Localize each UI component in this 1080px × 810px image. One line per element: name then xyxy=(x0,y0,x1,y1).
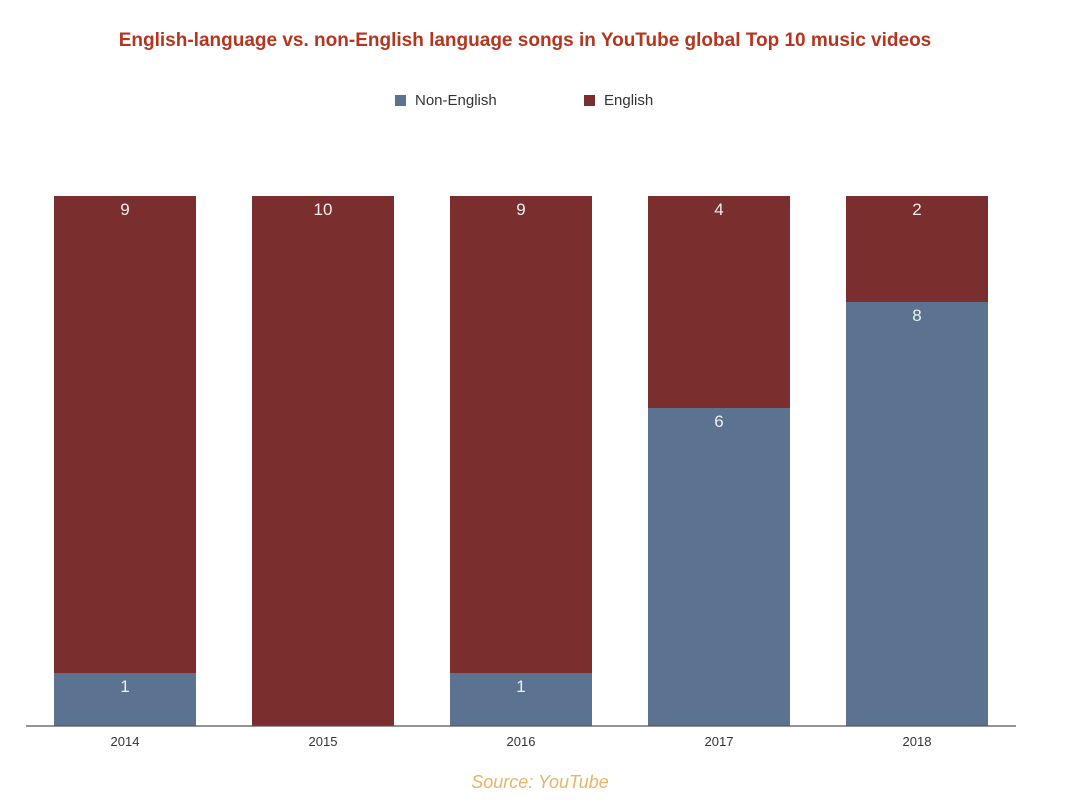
legend-label-english: English xyxy=(604,92,654,109)
data-label-english-2017: 4 xyxy=(714,200,723,219)
bar-non-english-2017 xyxy=(648,408,790,726)
bar-english-2015 xyxy=(252,196,394,726)
x-tick-label-2014: 2014 xyxy=(111,734,140,749)
x-tick-label-2016: 2016 xyxy=(507,734,536,749)
bar-english-2014 xyxy=(54,196,196,673)
data-label-non-english-2018: 8 xyxy=(912,306,921,325)
data-label-non-english-2017: 6 xyxy=(714,412,723,431)
x-tick-label-2015: 2015 xyxy=(309,734,338,749)
bar-english-2017 xyxy=(648,196,790,408)
data-label-english-2014: 9 xyxy=(120,200,129,219)
bar-non-english-2016 xyxy=(450,673,592,726)
x-tick-label-2017: 2017 xyxy=(705,734,734,749)
source-note: Source: YouTube xyxy=(471,772,609,792)
legend-label-non-english: Non-English xyxy=(415,92,497,109)
data-label-non-english-2014: 1 xyxy=(120,677,129,696)
data-label-english-2018: 2 xyxy=(912,200,921,219)
legend-item-non-english: Non-English xyxy=(395,92,497,109)
legend-swatch-non-english xyxy=(395,95,406,106)
legend-item-english: English xyxy=(584,92,653,109)
bar-english-2016 xyxy=(450,196,592,673)
chart-title: English-language vs. non-English languag… xyxy=(118,30,932,51)
legend: Non-English English xyxy=(0,92,1080,112)
bar-english-2018 xyxy=(846,196,988,302)
bar-non-english-2018 xyxy=(846,302,988,726)
x-tick-label-2018: 2018 xyxy=(903,734,932,749)
legend-swatch-english xyxy=(584,95,595,106)
data-label-english-2015: 10 xyxy=(314,200,333,219)
data-label-non-english-2016: 1 xyxy=(516,677,525,696)
data-label-english-2016: 9 xyxy=(516,200,525,219)
bar-non-english-2014 xyxy=(54,673,196,726)
